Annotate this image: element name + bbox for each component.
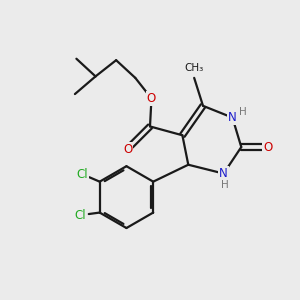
Text: H: H xyxy=(239,107,247,117)
Text: CH₃: CH₃ xyxy=(184,63,204,73)
Text: Cl: Cl xyxy=(76,168,88,181)
Text: N: N xyxy=(228,111,237,124)
Text: N: N xyxy=(219,167,228,180)
Text: H: H xyxy=(221,180,229,190)
Text: Cl: Cl xyxy=(75,209,86,222)
Text: O: O xyxy=(147,92,156,105)
Text: O: O xyxy=(123,142,133,156)
Text: O: O xyxy=(263,141,272,154)
